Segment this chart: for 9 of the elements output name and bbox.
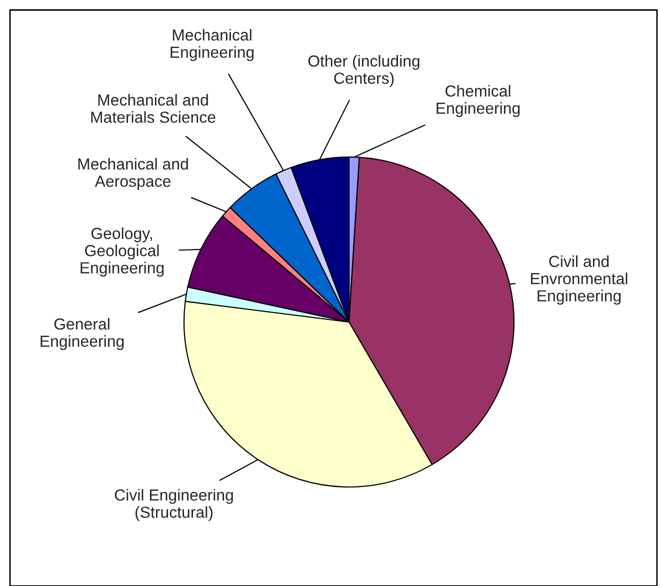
slice-label: Other (including Centers) xyxy=(308,54,420,88)
slice-label: General Engineering xyxy=(40,318,124,350)
slice-label: Civil Engineering (Structural) xyxy=(114,488,233,522)
slice-label: Civil and Envronmental Engineering xyxy=(531,255,628,305)
slice-label: Geology, Geological Engineering xyxy=(80,227,164,277)
slice-label: Chemical Engineering xyxy=(436,84,520,118)
slice-label: Mechanical and Aerospace xyxy=(78,158,188,190)
slice-label: Mechanical Engineering xyxy=(170,28,254,62)
slice-label: Mechanical and Materials Science xyxy=(91,94,216,123)
